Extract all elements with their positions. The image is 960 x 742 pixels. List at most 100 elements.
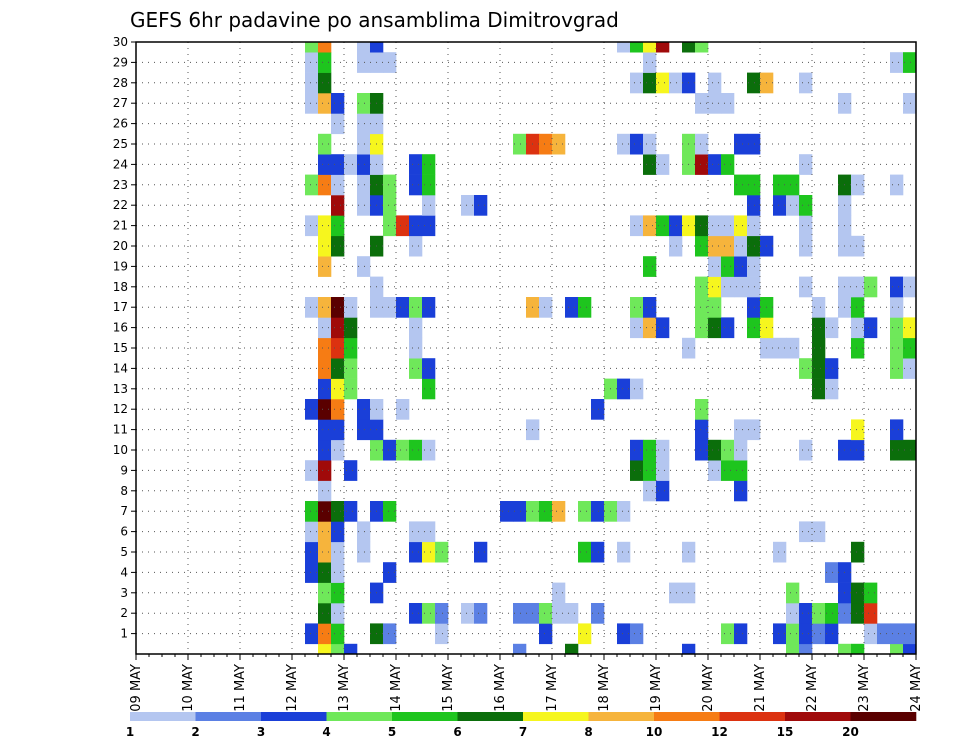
heatmap-cell [331,643,345,655]
heatmap-cell [708,439,722,461]
heatmap-cell [890,297,904,318]
heatmap-cell [695,133,709,155]
heatmap-cell [656,215,670,237]
heatmap-cell [851,439,865,461]
heatmap-cell [708,276,722,298]
heatmap-cell [383,215,397,237]
heatmap-cell [331,337,345,359]
heatmap-cell [318,72,332,94]
x-tick-label: 19 MAY [649,664,664,712]
heatmap-cell [318,541,332,563]
heatmap-cell [643,52,657,73]
heatmap-cell [864,276,878,298]
heatmap-cell [383,174,397,196]
heatmap-cell [851,541,865,563]
y-tick-label: 26 [113,117,128,131]
y-tick-label: 7 [120,504,128,518]
heatmap-cell [825,358,839,379]
heatmap-cell [422,378,436,400]
heatmap-cell [578,297,592,318]
heatmap-cell [474,603,488,624]
heatmap-cell [643,256,657,277]
x-tick-label: 16 MAY [493,664,508,712]
heatmap-cell [396,297,410,318]
heatmap-cell [851,174,865,196]
heatmap-cell [318,256,332,277]
heatmap-cell [851,337,865,359]
heatmap-cell [409,317,423,339]
legend-swatch [392,712,458,721]
y-tick-label: 22 [113,198,128,212]
heatmap-cell [305,562,319,583]
heatmap-cell [318,582,332,604]
heatmap-cell [630,297,644,318]
heatmap-cell [890,317,904,339]
heatmap-cell [461,195,475,216]
heatmap-cell [747,419,761,441]
heatmap-cell [747,133,761,155]
heatmap-cell [617,42,631,53]
heatmap-cell [747,72,761,94]
heatmap-cell [409,174,423,196]
heatmap-cell [799,235,813,257]
heatmap-cell [721,154,735,175]
heatmap-cell [318,460,332,481]
heatmap-cell [305,541,319,563]
legend-swatch [261,712,327,721]
heatmap-cell [773,623,787,645]
heatmap-cell [721,215,735,237]
heatmap-cell [552,501,566,522]
heatmap-cell [695,317,709,339]
heatmap-cell [331,623,345,645]
heatmap-cell [799,439,813,461]
heatmap-cell [513,501,527,522]
heatmap-cell [747,215,761,237]
legend-swatch [654,712,720,721]
x-tick-label: 15 MAY [441,664,456,712]
heatmap-cell [318,501,332,522]
heatmap-cell [721,93,735,114]
heatmap-cell [318,215,332,237]
heatmap-cell [747,276,761,298]
heatmap-cell [422,297,436,318]
heatmap-cell [396,399,410,420]
y-tick-label: 9 [120,463,128,477]
heatmap-cell [799,154,813,175]
heatmap-cell [799,358,813,379]
heatmap-cell [812,358,826,379]
heatmap-cell [357,399,371,420]
heatmap-cell [422,154,436,175]
heatmap-cell [643,317,657,339]
heatmap-cell [396,439,410,461]
heatmap-cell [409,235,423,257]
heatmap-cell [344,501,358,522]
heatmap-cell [318,93,332,114]
heatmap-cell [903,623,917,645]
heatmap-cell [539,133,553,155]
heatmap-cell [318,154,332,175]
heatmap-cell [344,154,358,175]
heatmap-cell [344,378,358,400]
heatmap-cell [539,603,553,624]
heatmap-cell [331,562,345,583]
heatmap-cell [331,582,345,604]
heatmap-cell [747,195,761,216]
heatmap-cell [565,603,579,624]
heatmap-cell [669,215,683,237]
heatmap-cell [331,541,345,563]
heatmap-cell [305,174,319,196]
heatmap-cell [474,541,488,563]
heatmap-cell [435,541,449,563]
heatmap-cell [331,399,345,420]
heatmap-cell [695,439,709,461]
heatmap-cell [396,215,410,237]
heatmap-cell [747,256,761,277]
heatmap-cell [656,480,670,502]
heatmap-cell [630,378,644,400]
heatmap-cell [799,72,813,94]
heatmap-cell [318,480,332,502]
heatmap-cell [721,317,735,339]
heatmap-cell [357,93,371,114]
heatmap-cell [422,439,436,461]
